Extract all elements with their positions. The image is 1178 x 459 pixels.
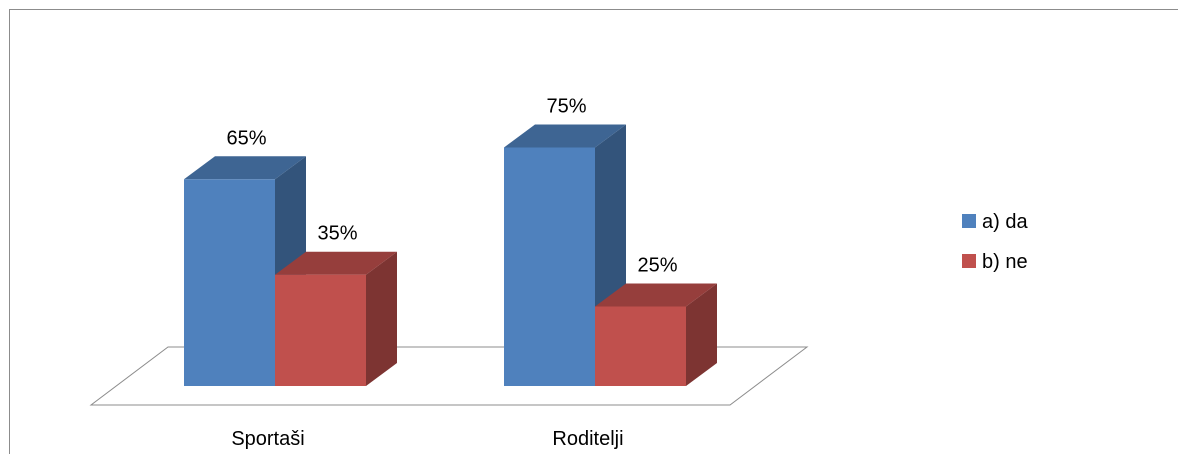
data-label: 65% [227, 127, 267, 149]
legend-item-da: a) da [962, 211, 1028, 233]
bar-front-face [595, 307, 686, 387]
legend: a) da b) ne [962, 211, 1028, 273]
bar-side-face [366, 252, 397, 386]
bar-front-face [184, 179, 275, 386]
bar-front-face [275, 275, 366, 386]
legend-label: b) ne [982, 251, 1028, 273]
legend-item-ne: b) ne [962, 251, 1028, 273]
bar-ne-roditelji [595, 284, 717, 387]
legend-swatch [962, 254, 976, 268]
category-labels-group: Sportaši Roditelji [231, 428, 623, 450]
legend-label: a) da [982, 211, 1028, 233]
bar-front-face [504, 148, 595, 387]
data-label: 75% [547, 96, 587, 118]
bar-ne-sportasi [275, 252, 397, 386]
legend-swatch [962, 214, 976, 228]
data-label: 35% [318, 223, 358, 245]
data-label: 25% [638, 255, 678, 277]
category-label: Roditelji [552, 428, 623, 450]
category-label: Sportaši [231, 428, 304, 450]
